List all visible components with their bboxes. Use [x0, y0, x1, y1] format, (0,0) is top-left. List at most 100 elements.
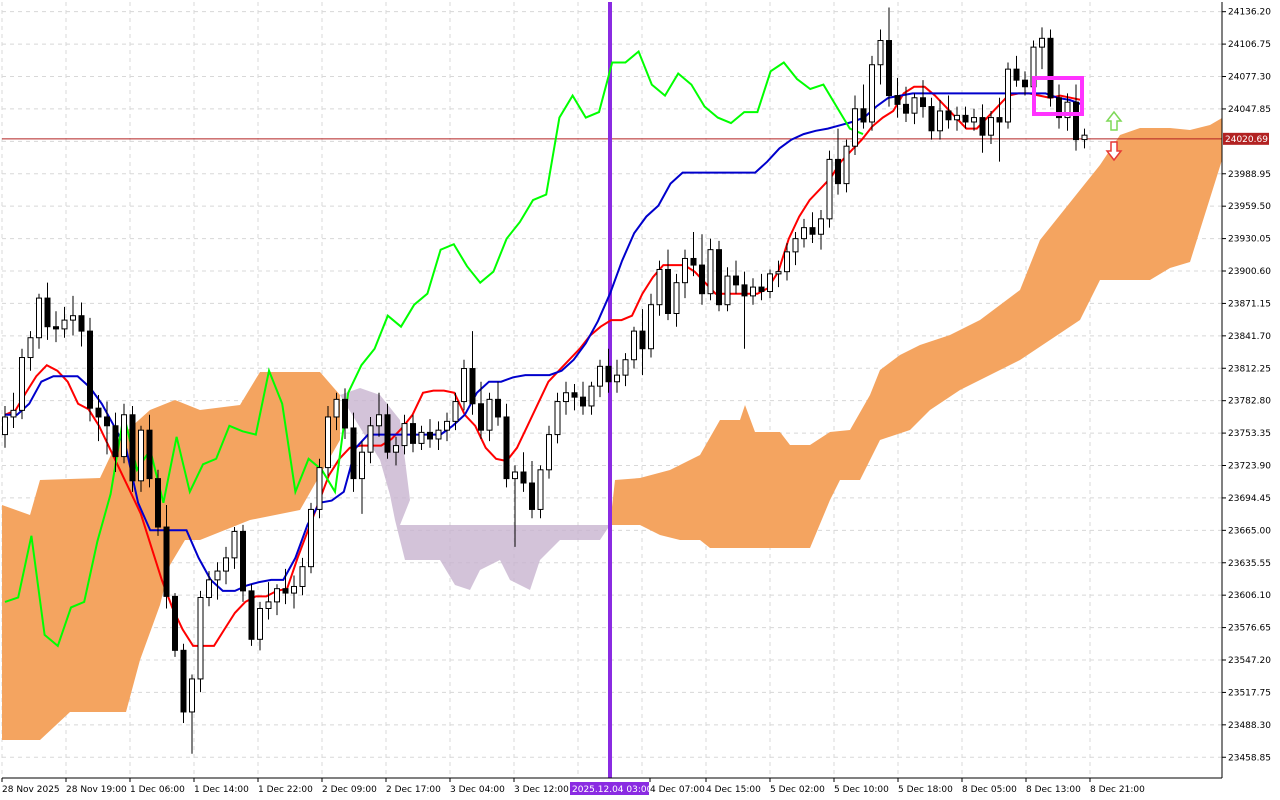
candle-body-bearish [248, 590, 255, 640]
candle-body-bullish [206, 579, 212, 598]
candle [104, 401, 110, 455]
candle [308, 502, 314, 574]
candle [605, 348, 612, 393]
candle [223, 546, 229, 585]
candle [682, 249, 688, 299]
candle [95, 394, 102, 442]
candle-body-bearish [520, 471, 527, 484]
candle-body-bullish [2, 416, 8, 436]
candle-body-bullish [648, 304, 654, 350]
candle-body-bearish [503, 416, 510, 480]
x-tick-label: 3 Dec 12:00 [514, 785, 569, 795]
candle [852, 95, 858, 155]
candle-body-bullish [19, 357, 25, 411]
candle [937, 99, 943, 140]
candle [588, 381, 595, 415]
x-tick-label: 1 Dec 06:00 [130, 785, 185, 795]
y-tick-label: 23959.50 [1228, 202, 1271, 212]
candle [826, 150, 833, 228]
candle-body-bullish [852, 108, 858, 147]
y-tick-label: 24077.30 [1228, 73, 1271, 83]
candle-body-bullish [724, 275, 731, 306]
candle-body-bullish [537, 469, 544, 510]
candle-body-bearish [699, 264, 705, 295]
candle-body-bullish [656, 268, 663, 306]
candle-body-bullish [954, 114, 960, 121]
candle-body-bullish [554, 401, 561, 436]
candle-body-bullish [486, 398, 493, 431]
candle [767, 269, 773, 299]
candle-body-bearish [580, 396, 586, 407]
candle [733, 260, 739, 294]
y-tick-label: 23458.85 [1228, 753, 1271, 763]
y-tick-label: 23871.15 [1228, 299, 1271, 309]
candle-body-bearish [478, 403, 484, 431]
candle-body-bearish [733, 275, 739, 286]
candle [631, 326, 637, 369]
candle [44, 282, 51, 340]
candle [452, 392, 459, 431]
candle-body-bullish [333, 398, 340, 418]
candle [87, 317, 93, 422]
highlight-box [1032, 76, 1084, 116]
candle-body-bearish [1047, 37, 1054, 99]
candle-body-bearish [665, 268, 671, 315]
candle-body-bearish [945, 110, 952, 121]
candle-body-bullish [512, 471, 518, 480]
candle [1081, 128, 1088, 149]
x-tick-label: 8 Dec 13:00 [1026, 785, 1081, 795]
candle [274, 584, 280, 616]
candle [503, 403, 510, 488]
candle-body-bearish [1073, 101, 1079, 141]
candle [1013, 55, 1020, 87]
candle [418, 425, 425, 450]
candle [622, 353, 629, 387]
candle [741, 271, 748, 349]
candle [282, 568, 289, 605]
candle-body-bearish [809, 227, 816, 235]
candle-body-bullish [767, 273, 773, 292]
candle-body-bearish [835, 158, 841, 185]
candle [393, 436, 399, 466]
candle-body-bearish [146, 429, 153, 480]
arrow-down-icon [1105, 141, 1123, 162]
candle-body-bearish [1022, 79, 1028, 88]
candle [537, 465, 544, 519]
y-axis-tick-labels: 24136.20 24106.75 24077.30 24047.85 23988.95… [1222, 8, 1271, 763]
y-tick-label: 23606.10 [1228, 591, 1271, 601]
candle-body-bullish [452, 401, 459, 422]
candle-body-bearish [886, 40, 892, 97]
candle [962, 106, 969, 129]
candle-body-bearish [495, 398, 501, 418]
x-tick-label: 1 Dec 14:00 [194, 785, 249, 795]
candle [444, 412, 450, 442]
candle-body-bearish [469, 368, 476, 405]
candle [180, 643, 187, 723]
candle [894, 77, 901, 118]
y-tick-label: 23930.05 [1228, 235, 1271, 245]
candle [461, 359, 467, 411]
x-tick-label: 5 Dec 10:00 [834, 785, 889, 795]
candle [333, 392, 340, 431]
candle [206, 571, 212, 607]
candle-body-bearish [282, 588, 289, 594]
candle-body-bullish [1005, 68, 1011, 123]
x-tick-label: 5 Dec 18:00 [898, 785, 953, 795]
candle [291, 575, 297, 609]
candle-body-bearish [979, 117, 986, 136]
candle-body-bullish [1081, 134, 1088, 141]
candle-body-bullish [70, 315, 76, 321]
candle [860, 84, 867, 129]
candle-body-bullish [588, 385, 595, 407]
candle-body-bullish [257, 607, 263, 640]
candle [350, 412, 357, 492]
candle [146, 414, 153, 488]
candle-body-bullish [435, 429, 442, 440]
candle-body-bearish [384, 414, 391, 453]
candle-body-bullish [869, 64, 875, 123]
candle-body-bearish [758, 286, 765, 292]
candle-body-bearish [155, 478, 161, 528]
candle [716, 240, 722, 312]
